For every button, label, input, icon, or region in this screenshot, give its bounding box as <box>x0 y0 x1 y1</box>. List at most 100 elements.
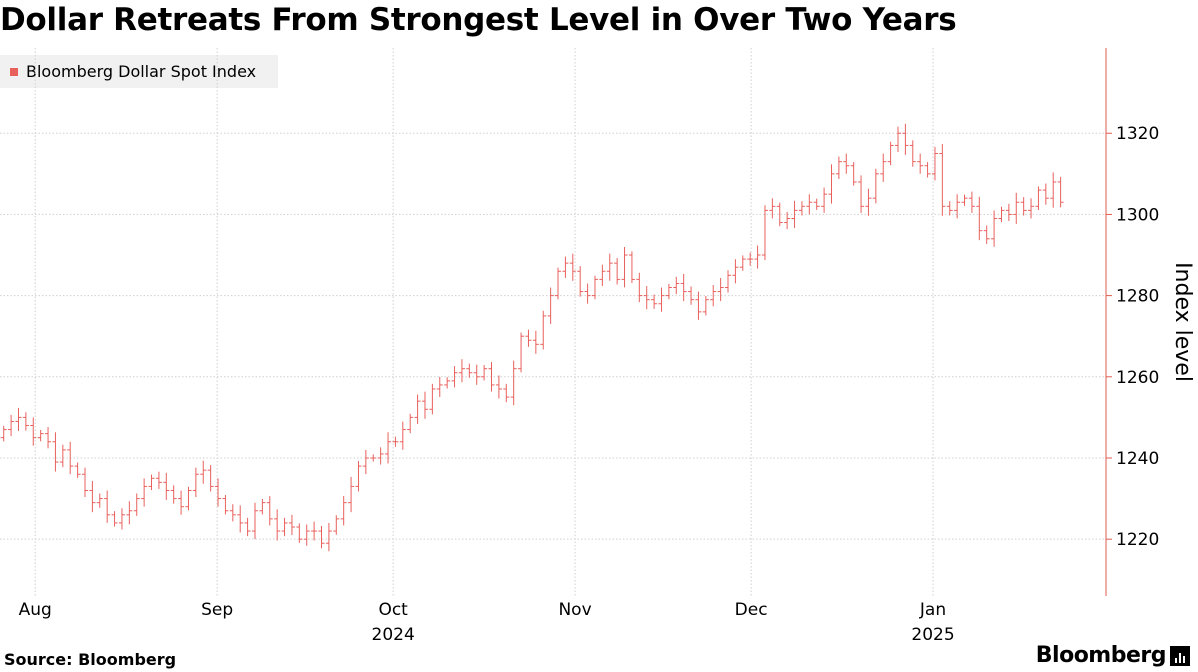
ohlc-bar <box>37 429 44 442</box>
ohlc-bar <box>636 272 643 303</box>
ohlc-bar <box>237 505 244 533</box>
ohlc-bar <box>968 191 975 213</box>
ohlc-bar <box>8 414 15 437</box>
ohlc-bar <box>311 521 318 541</box>
ohlc-bar <box>547 287 554 324</box>
ohlc-bar <box>931 146 938 181</box>
ohlc-bar <box>503 383 510 403</box>
ohlc-bar <box>377 447 384 465</box>
ohlc-bar <box>710 284 717 307</box>
ohlc-bar <box>1028 198 1035 219</box>
ohlc-bar <box>0 425 7 442</box>
ohlc-bar <box>880 153 887 182</box>
ohlc-bar <box>946 201 953 216</box>
ohlc-bar <box>872 168 879 204</box>
legend-label: Bloomberg Dollar Spot Index <box>26 62 257 81</box>
bar-chart-icon <box>1170 645 1190 666</box>
ohlc-bar <box>909 140 916 167</box>
ohlc-bar <box>481 365 488 381</box>
ohlc-bar <box>163 472 170 500</box>
ohlc-bar <box>976 196 983 241</box>
ohlc-bar <box>991 210 998 247</box>
ohlc-bar <box>74 462 81 478</box>
ohlc-bar <box>104 490 111 523</box>
ohlc-bar <box>562 256 569 278</box>
ohlc-bar <box>281 517 288 537</box>
ohlc-bar <box>81 467 88 498</box>
ohlc-bar <box>473 364 480 385</box>
ohlc-bar <box>739 255 746 271</box>
ohlc-bar <box>939 144 946 216</box>
ohlc-bar <box>370 454 377 462</box>
ohlc-bar <box>798 201 805 216</box>
ohlc-bar <box>155 471 162 489</box>
ohlc-bar <box>917 153 924 174</box>
ohlc-bar <box>89 480 96 513</box>
ohlc-bar <box>59 444 66 468</box>
ohlc-bar <box>747 252 754 266</box>
ohlc-bar <box>111 511 118 527</box>
ohlc-bar <box>200 460 207 484</box>
ohlc-bar <box>725 270 732 293</box>
ohlc-bar <box>1013 192 1020 224</box>
ohlc-bar <box>555 267 562 300</box>
x-year-label: 2024 <box>372 625 415 645</box>
ohlc-bar <box>665 283 672 300</box>
ohlc-bar <box>1020 197 1027 216</box>
ohlc-bar <box>414 394 421 424</box>
ohlc-bar <box>421 391 428 419</box>
ohlc-bar <box>754 245 761 269</box>
ohlc-bar <box>813 198 820 210</box>
ohlc-bar <box>451 366 458 388</box>
ohlc-bar <box>532 330 539 354</box>
ohlc-bar <box>628 251 635 284</box>
ohlc-bar <box>680 273 687 302</box>
x-tick-label: Oct <box>378 600 408 620</box>
y-tick-label: 1300 <box>1116 205 1159 225</box>
ohlc-bar <box>702 296 709 316</box>
ohlc-bar <box>436 376 443 398</box>
ohlc-bar <box>902 123 909 155</box>
ohlc-bar <box>606 253 613 281</box>
x-tick-label: Sep <box>201 600 233 620</box>
ohlc-bar <box>1050 172 1057 208</box>
ohlc-bar <box>466 363 473 378</box>
ohlc-bar <box>118 508 125 530</box>
ohlc-bar <box>340 496 347 526</box>
ohlc-bar <box>30 417 37 446</box>
ohlc-bar <box>828 164 835 204</box>
x-tick-label: Dec <box>735 600 768 620</box>
ohlc-bar <box>1005 203 1012 222</box>
ohlc-bar <box>392 436 399 447</box>
ohlc-bar <box>296 523 303 543</box>
ohlc-bar <box>407 413 414 434</box>
ohlc-bar <box>495 375 502 399</box>
ohlc-bar <box>385 432 392 464</box>
ohlc-bar <box>185 486 192 511</box>
chart-title: Dollar Retreats From Strongest Level in … <box>0 2 957 38</box>
ohlc-bar <box>133 493 140 516</box>
ohlc-bar <box>251 502 258 540</box>
price-bars <box>0 123 1064 552</box>
ohlc-bar <box>577 266 584 297</box>
ohlc-bar <box>333 515 340 535</box>
ohlc-bar <box>96 493 103 508</box>
ohlc-bar <box>510 360 517 406</box>
ohlc-bar <box>761 205 768 261</box>
ohlc-bar <box>288 514 295 536</box>
ohlc-bar <box>784 211 791 230</box>
ohlc-bar <box>998 206 1005 223</box>
ohlc-bar <box>178 490 185 515</box>
ohlc-bar <box>1057 176 1064 208</box>
ohlc-bar <box>67 441 74 475</box>
ohlc-bar <box>192 467 199 498</box>
ohlc-bar <box>961 194 968 206</box>
y-tick-label: 1320 <box>1116 124 1159 144</box>
ohlc-bar <box>791 200 798 228</box>
ohlc-bar <box>732 259 739 284</box>
ohlc-bar <box>776 202 783 227</box>
ohlc-bar <box>821 187 828 213</box>
gridlines <box>0 48 1106 596</box>
ohlc-bar <box>569 253 576 281</box>
